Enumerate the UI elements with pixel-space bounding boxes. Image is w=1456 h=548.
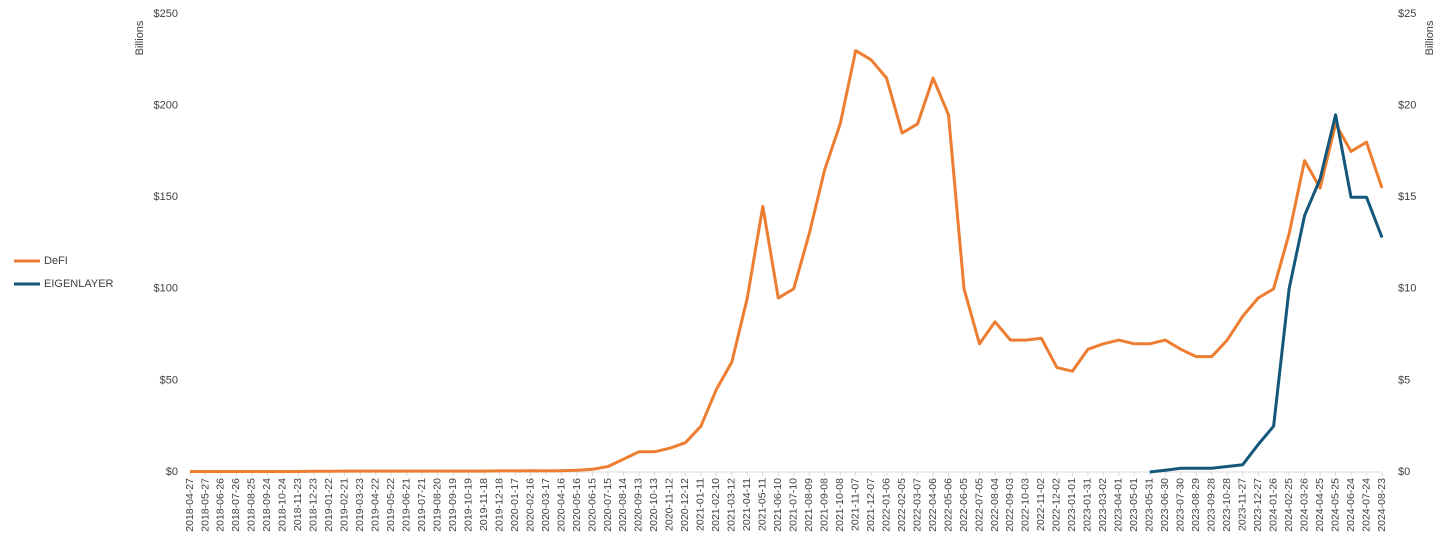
x-tick-label: 2018-11-23 [292, 478, 304, 531]
x-tick-label: 2019-12-18 [493, 478, 505, 532]
x-tick-label: 2021-10-08 [834, 478, 846, 532]
x-tick-label: 2021-03-12 [726, 478, 738, 532]
x-tick-label: 2021-06-10 [772, 478, 784, 532]
x-tick-label: 2019-03-23 [354, 478, 366, 532]
x-tick-label: 2020-02-16 [524, 478, 536, 532]
x-tick-label: 2023-11-27 [1236, 478, 1248, 531]
y2-tick-label: $20 [1398, 100, 1416, 112]
x-tick-label: 2024-05-25 [1329, 478, 1341, 532]
x-tick-label: 2019-07-21 [416, 478, 428, 532]
x-tick-label: 2023-05-31 [1144, 478, 1156, 532]
y-tick-label: $50 [160, 374, 178, 386]
x-tick-label: 2023-09-28 [1205, 478, 1217, 532]
legend-label: DeFI [44, 255, 68, 267]
x-tick-label: 2020-06-15 [586, 478, 598, 532]
x-tick-label: 2022-08-04 [989, 478, 1001, 532]
x-tick-label: 2024-02-25 [1283, 478, 1295, 532]
y2-tick-label: $10 [1398, 283, 1416, 295]
x-tick-label: 2020-04-16 [555, 478, 567, 532]
x-tick-label: 2020-12-12 [679, 478, 691, 532]
x-tick-label: 2023-01-01 [1066, 478, 1078, 532]
x-tick-label: 2022-01-06 [880, 478, 892, 532]
x-tick-label: 2020-07-15 [602, 478, 614, 532]
x-tick-label: 2019-06-21 [401, 478, 413, 532]
series-line [1149, 113, 1384, 474]
x-tick-label: 2023-06-30 [1159, 478, 1171, 532]
x-tick-label: 2023-01-31 [1082, 478, 1094, 532]
x-tick-label: 2022-11-02 [1035, 478, 1047, 531]
x-tick-label: 2022-02-05 [896, 478, 908, 532]
x-tick-label: 2022-04-06 [927, 478, 939, 532]
x-tick-label: 2023-08-29 [1190, 478, 1202, 532]
x-tick-label: 2020-10-13 [648, 478, 660, 532]
x-tick-label: 2021-07-10 [788, 478, 800, 532]
x-tick-label: 2020-05-16 [571, 478, 583, 532]
x-tick-label: 2022-09-03 [1004, 478, 1016, 532]
x-tick-label: 2020-08-14 [617, 478, 629, 532]
x-tick-label: 2019-09-19 [447, 478, 459, 532]
x-tick-label: 2021-02-10 [710, 478, 722, 532]
x-tick-label: 2019-05-22 [385, 478, 397, 532]
x-tick-label: 2019-08-20 [431, 478, 443, 532]
x-tick-label: 2021-05-11 [757, 478, 769, 531]
x-tick-label: 2021-04-11 [741, 478, 753, 531]
x-tick-label: 2018-08-25 [246, 478, 258, 532]
x-tick-label: 2018-05-27 [199, 478, 211, 532]
x-tick-label: 2023-12-27 [1252, 478, 1264, 532]
x-tick-label: 2020-03-17 [540, 478, 552, 532]
x-tick-label: 2020-11-12 [664, 478, 676, 531]
x-tick-label: 2019-01-22 [323, 478, 335, 532]
x-tick-label: 2024-08-23 [1376, 478, 1388, 532]
x-tick-label: 2018-04-27 [184, 478, 196, 532]
x-tick-label: 2021-12-07 [865, 478, 877, 532]
y-tick-label: $100 [154, 283, 178, 295]
x-tick-label: 2021-08-09 [803, 478, 815, 532]
x-tick-label: 2024-03-26 [1298, 478, 1310, 532]
x-tick-label: 2023-04-01 [1113, 478, 1125, 532]
y-axis-label: Billions [134, 20, 146, 55]
x-tick-label: 2022-12-02 [1051, 478, 1063, 532]
y2-tick-label: $5 [1398, 374, 1410, 386]
x-tick-label: 2018-12-23 [308, 478, 320, 532]
y2-tick-label: $0 [1398, 466, 1410, 478]
x-tick-label: 2023-07-30 [1175, 478, 1187, 532]
series-line [190, 49, 1384, 473]
legend-label: EIGENLAYER [44, 278, 114, 290]
x-tick-label: 2024-07-24 [1360, 478, 1372, 532]
x-tick-label: 2022-07-05 [973, 478, 985, 532]
x-tick-label: 2024-06-24 [1345, 478, 1357, 532]
x-tick-label: 2018-07-26 [230, 478, 242, 532]
x-tick-label: 2019-02-21 [339, 478, 351, 532]
x-tick-label: 2020-09-13 [633, 478, 645, 532]
x-tick-label: 2024-01-26 [1267, 478, 1279, 532]
x-tick-label: 2021-11-07 [849, 478, 861, 531]
x-tick-label: 2021-01-11 [695, 478, 707, 531]
y-tick-label: $250 [154, 8, 178, 20]
y2-axis-label: Billions [1424, 20, 1436, 55]
x-tick-label: 2023-05-01 [1128, 478, 1140, 532]
y-tick-label: $0 [166, 466, 178, 478]
y-tick-label: $200 [154, 100, 178, 112]
x-tick-label: 2020-01-17 [509, 478, 521, 532]
x-tick-label: 2018-09-24 [261, 478, 273, 532]
y2-tick-label: $25 [1398, 8, 1416, 20]
x-tick-label: 2022-03-07 [911, 478, 923, 532]
x-tick-label: 2019-10-19 [462, 478, 474, 532]
x-tick-label: 2019-04-22 [370, 478, 382, 532]
x-tick-label: 2022-10-03 [1020, 478, 1032, 532]
x-tick-label: 2023-03-02 [1097, 478, 1109, 532]
y2-tick-label: $15 [1398, 191, 1416, 203]
x-tick-label: 2019-11-18 [478, 478, 490, 531]
y-tick-label: $150 [154, 191, 178, 203]
x-tick-label: 2022-05-06 [942, 478, 954, 532]
x-tick-label: 2018-10-24 [277, 478, 289, 532]
x-tick-label: 2018-06-26 [215, 478, 227, 532]
x-tick-label: 2021-09-08 [818, 478, 830, 532]
x-tick-label: 2024-04-25 [1314, 478, 1326, 532]
x-tick-label: 2022-06-05 [958, 478, 970, 532]
x-tick-label: 2023-10-28 [1221, 478, 1233, 532]
